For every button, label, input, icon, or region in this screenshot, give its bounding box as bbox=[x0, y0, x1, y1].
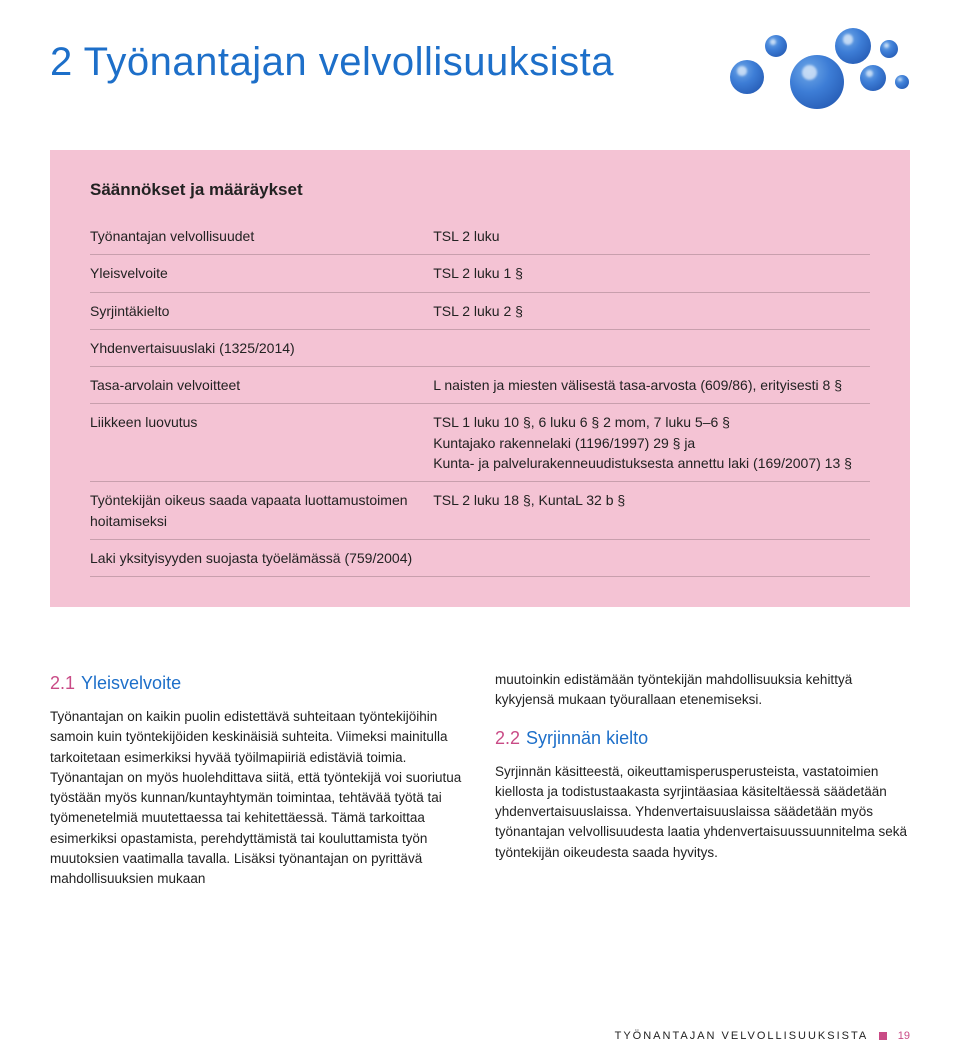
bubble-icon bbox=[880, 40, 898, 58]
definition-cell: TSL 2 luku 18 §, KuntaL 32 b § bbox=[433, 482, 870, 540]
definition-cell bbox=[433, 329, 870, 366]
term-cell: Yleisvelvoite bbox=[90, 255, 433, 292]
table-row: Yhdenvertaisuuslaki (1325/2014) bbox=[90, 329, 870, 366]
section-2-2-heading: 2.2 Syrjinnän kielto bbox=[495, 725, 910, 752]
term-cell: Syrjintäkielto bbox=[90, 292, 433, 329]
section-title: Syrjinnän kielto bbox=[526, 728, 648, 748]
bubble-icon bbox=[765, 35, 787, 57]
term-cell: Työnantajan velvollisuudet bbox=[90, 218, 433, 255]
table-row: Laki yksityisyyden suojasta työelämässä … bbox=[90, 539, 870, 576]
definition-cell: L naisten ja miesten välisestä tasa-arvo… bbox=[433, 367, 870, 404]
table-row: Liikkeen luovutusTSL 1 luku 10 §, 6 luku… bbox=[90, 404, 870, 482]
section-2-1-heading: 2.1 Yleisvelvoite bbox=[50, 670, 465, 697]
section-number: 2.1 bbox=[50, 673, 75, 693]
definition-cell bbox=[433, 539, 870, 576]
bubble-icon bbox=[835, 28, 871, 64]
bubble-icon bbox=[860, 65, 886, 91]
col2-lead-paragraph: muutoinkin edistämään työntekijän mahdol… bbox=[495, 670, 910, 711]
table-row: Tasa-arvolain velvoitteetL naisten ja mi… bbox=[90, 367, 870, 404]
box-heading: Säännökset ja määräykset bbox=[90, 180, 870, 200]
section-2-2-body: Syrjinnän käsitteestä, oikeuttamisperusp… bbox=[495, 762, 910, 863]
table-row: SyrjintäkieltoTSL 2 luku 2 § bbox=[90, 292, 870, 329]
bubble-icon bbox=[730, 60, 764, 94]
page-number: 19 bbox=[898, 1030, 910, 1042]
section-title: Yleisvelvoite bbox=[81, 673, 181, 693]
decorative-bubbles bbox=[720, 20, 920, 140]
term-cell: Työntekijän oikeus saada vapaata luottam… bbox=[90, 482, 433, 540]
bubble-icon bbox=[895, 75, 909, 89]
regulations-table: Työnantajan velvollisuudetTSL 2 lukuYlei… bbox=[90, 218, 870, 577]
body-columns: 2.1 Yleisvelvoite Työnantajan on kaikin p… bbox=[50, 670, 910, 903]
definition-cell: TSL 1 luku 10 §, 6 luku 6 § 2 mom, 7 luk… bbox=[433, 404, 870, 482]
column-left: 2.1 Yleisvelvoite Työnantajan on kaikin p… bbox=[50, 670, 465, 903]
definition-cell: TSL 2 luku 1 § bbox=[433, 255, 870, 292]
column-right: muutoinkin edistämään työntekijän mahdol… bbox=[495, 670, 910, 903]
term-cell: Liikkeen luovutus bbox=[90, 404, 433, 482]
term-cell: Tasa-arvolain velvoitteet bbox=[90, 367, 433, 404]
footer-marker-icon bbox=[879, 1032, 887, 1040]
section-number: 2.2 bbox=[495, 728, 520, 748]
bubble-icon bbox=[790, 55, 844, 109]
table-row: Työnantajan velvollisuudetTSL 2 luku bbox=[90, 218, 870, 255]
term-cell: Laki yksityisyyden suojasta työelämässä … bbox=[90, 539, 433, 576]
term-cell: Yhdenvertaisuuslaki (1325/2014) bbox=[90, 329, 433, 366]
table-row: Työntekijän oikeus saada vapaata luottam… bbox=[90, 482, 870, 540]
page-footer: TYÖNANTAJAN VELVOLLISUUKSISTA 19 bbox=[615, 1030, 910, 1042]
definition-cell: TSL 2 luku 2 § bbox=[433, 292, 870, 329]
section-2-1-body: Työnantajan on kaikin puolin edistettävä… bbox=[50, 707, 465, 889]
footer-label: TYÖNANTAJAN VELVOLLISUUKSISTA bbox=[615, 1030, 868, 1042]
table-row: YleisvelvoiteTSL 2 luku 1 § bbox=[90, 255, 870, 292]
regulations-box: Säännökset ja määräykset Työnantajan vel… bbox=[50, 150, 910, 607]
page-title: 2 Työnantajan velvollisuuksista bbox=[50, 40, 614, 85]
definition-cell: TSL 2 luku bbox=[433, 218, 870, 255]
